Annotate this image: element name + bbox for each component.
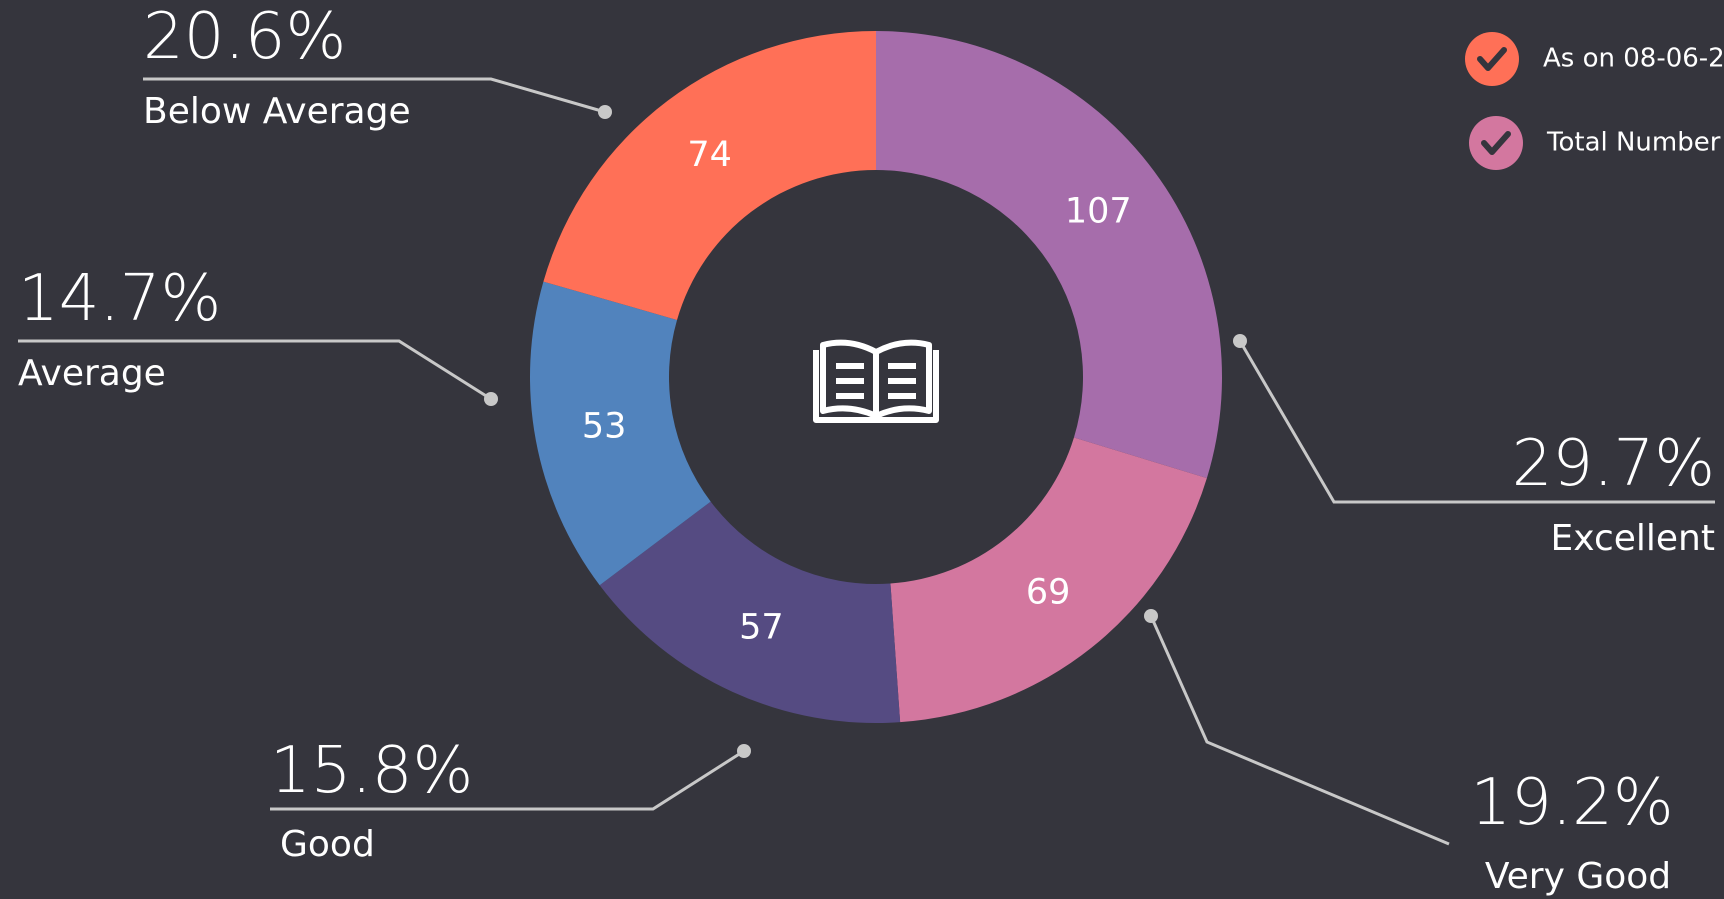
legend-label: As on 08-06-2 [1543,44,1724,74]
category-label: Average [18,353,166,394]
donut-segment [599,501,901,723]
leader-line [1238,340,1715,504]
donut-segment [543,31,876,320]
percent-label: 29.7% [1512,427,1715,501]
leader-dot [737,744,751,758]
leader-dot [484,392,498,406]
category-label: Good [280,824,375,865]
percent-label: 19.2% [1470,766,1673,840]
value-label: 69 [1026,572,1071,612]
leader-line [143,77,606,114]
category-label: Below Average [143,91,411,132]
value-label: 74 [687,135,732,175]
donut-segment [890,437,1207,723]
percent-label: 14.7% [18,262,221,336]
percent-label: 15.8% [270,734,473,808]
leader-line [270,749,745,811]
leader-line [18,339,492,401]
value-label: 53 [582,406,627,446]
value-label: 57 [739,608,784,648]
donut-segment [876,31,1222,479]
category-label: Excellent [1551,518,1715,559]
legend-label: Total Number [1546,128,1721,158]
leader-dot [1144,609,1158,623]
legend-check [1477,47,1507,71]
donut-segment [530,281,711,586]
leader-dot [598,105,612,119]
leader-line [1149,615,1450,846]
value-label: 107 [1065,192,1132,232]
leader-dot [1233,334,1247,348]
legend-check [1481,131,1511,155]
donut [530,31,1222,723]
category-label: Very Good [1485,856,1671,897]
percent-label: 20.6% [143,0,346,74]
book-icon [813,339,939,423]
